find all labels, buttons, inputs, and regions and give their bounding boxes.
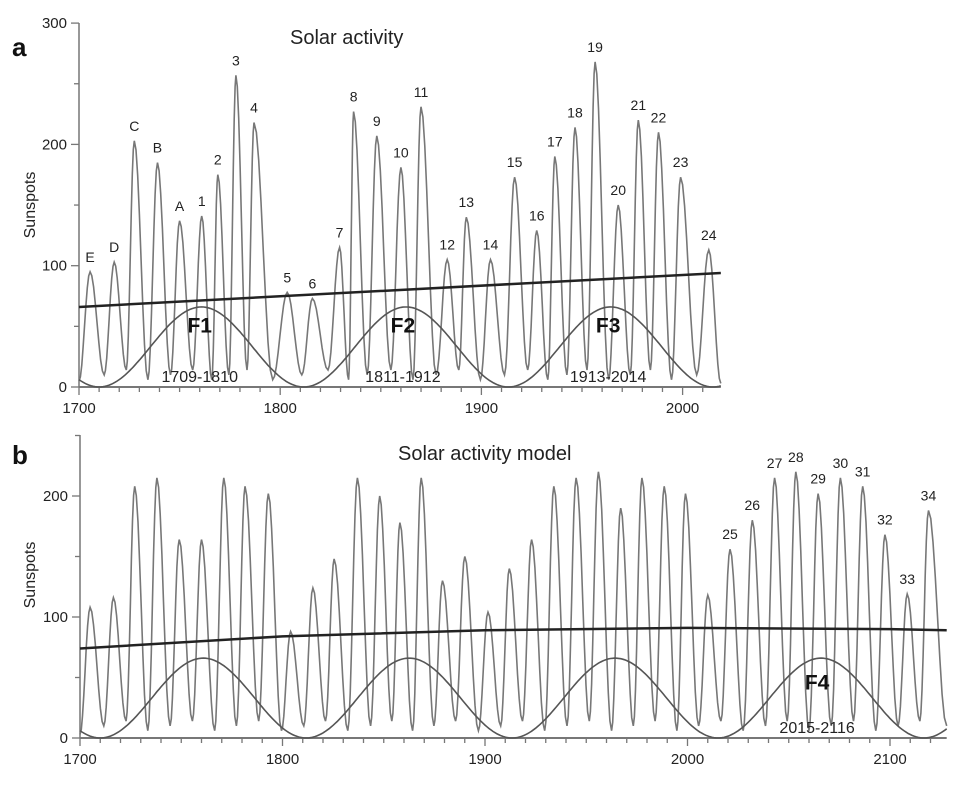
panel-a-letter: a: [12, 32, 27, 62]
x-tick-label: 2000: [671, 751, 704, 768]
peak-label: 8: [350, 89, 358, 105]
peak-label: 13: [459, 194, 475, 210]
cycle-range-label: 2015-2116: [779, 720, 854, 737]
peak-label: 5: [283, 269, 291, 285]
cycle-group-label: F4: [805, 672, 830, 695]
x-tick-label: 1800: [264, 400, 297, 417]
panel-a-y-axis-label: Sunspots: [22, 172, 39, 239]
peak-label: 24: [701, 227, 717, 243]
peak-label: 20: [610, 182, 626, 198]
y-tick-label: 300: [42, 15, 67, 32]
panel-b-sunspot-series: [79, 471, 948, 735]
peak-label: 2: [214, 152, 222, 168]
y-tick-label: 0: [60, 730, 68, 747]
panel-a-solar-activity: a Solar activity Sunspots 1700 1800 1900 20…: [12, 15, 722, 417]
peak-label: D: [109, 239, 119, 255]
peak-label: 30: [833, 455, 849, 471]
peak-label: 16: [529, 208, 545, 224]
peak-label: 29: [810, 471, 826, 487]
x-tick-label: 1700: [62, 400, 95, 417]
peak-label: 25: [722, 526, 738, 542]
panel-a-envelope-curve: [78, 306, 722, 388]
x-tick-label: 2000: [666, 400, 699, 417]
cycle-range-label: 1913-2014: [570, 369, 647, 386]
peak-label: 27: [767, 455, 783, 471]
peak-label: 21: [631, 97, 647, 113]
cycle-group-label: F3: [596, 314, 621, 337]
x-tick-label: 1900: [465, 400, 498, 417]
peak-label: 34: [921, 488, 937, 504]
panel-b-envelope-curve: [79, 657, 948, 739]
peak-label: 7: [336, 225, 344, 241]
peak-label: 32: [877, 512, 893, 528]
peak-label: 28: [788, 449, 804, 465]
peak-label: 15: [507, 154, 523, 170]
y-tick-label: 200: [42, 136, 67, 153]
peak-label: 9: [373, 113, 381, 129]
peak-label: 26: [745, 497, 761, 513]
cycle-range-label: 1811-1912: [365, 369, 440, 386]
panel-b-trend-line: [79, 626, 947, 650]
peak-label: 18: [567, 104, 583, 120]
peak-label: 3: [232, 52, 240, 68]
peak-label: 4: [250, 100, 258, 116]
panel-a-title: Solar activity: [290, 27, 403, 49]
peak-label: 22: [651, 109, 667, 125]
peak-label: 10: [393, 144, 409, 160]
x-tick-label: 1800: [266, 751, 299, 768]
peak-label: 17: [547, 134, 563, 150]
peak-label: B: [153, 140, 162, 156]
panel-a-trend-line: [78, 271, 721, 309]
cycle-group-label: F2: [391, 314, 416, 337]
cycle-range-label: 1709-1810: [161, 369, 238, 386]
panel-b-letter: b: [12, 440, 28, 470]
peak-label: 33: [899, 571, 915, 587]
peak-label: 14: [483, 237, 499, 253]
peak-label: 12: [439, 237, 455, 253]
cycle-group-label: F1: [187, 314, 212, 337]
y-tick-label: 200: [43, 488, 68, 505]
peak-label: 6: [308, 275, 316, 291]
panel-b-title: Solar activity model: [398, 443, 571, 465]
peak-label: 23: [673, 154, 689, 170]
peak-label: 31: [855, 463, 871, 479]
x-tick-label: 2100: [873, 751, 906, 768]
x-tick-label: 1700: [63, 751, 96, 768]
panel-b-solar-activity-model: b Solar activity model Sunspots 1700 1800…: [12, 434, 948, 768]
peak-label: 19: [587, 39, 603, 55]
y-tick-label: 100: [42, 258, 67, 275]
peak-label: 11: [414, 84, 429, 100]
panel-b-y-axis-label: Sunspots: [22, 542, 39, 609]
y-tick-label: 0: [59, 379, 67, 396]
peak-label: A: [175, 198, 185, 214]
y-tick-label: 100: [43, 609, 68, 626]
peak-label: C: [129, 118, 139, 134]
peak-label: 1: [198, 193, 206, 209]
peak-label: E: [85, 249, 94, 265]
panel-a-sunspot-series: [78, 61, 722, 384]
x-tick-label: 1900: [468, 751, 501, 768]
